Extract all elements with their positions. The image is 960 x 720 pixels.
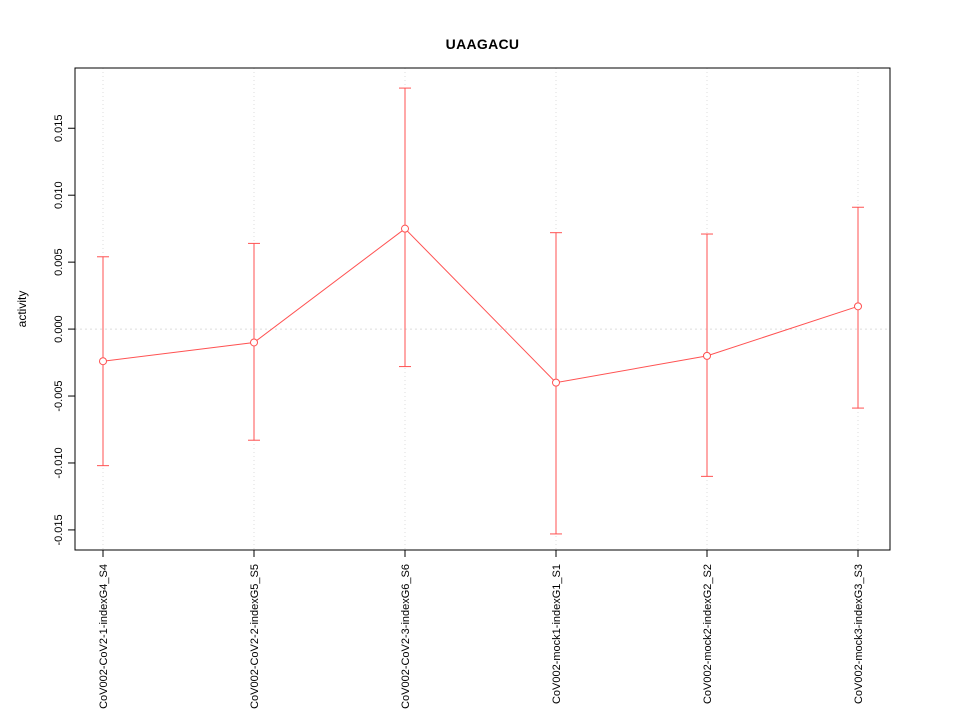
y-tick-label: -0.015: [53, 514, 65, 545]
y-tick-label: -0.005: [53, 380, 65, 411]
plot-box: [74, 67, 891, 551]
data-point: [854, 302, 862, 311]
x-tick-label: CoV002-CoV2-1-indexG4_S4: [98, 564, 110, 709]
chart-title: UAAGACU: [445, 36, 520, 52]
data-point: [401, 224, 409, 233]
x-tick-label: CoV002-CoV2-2-indexG5_S5: [249, 564, 261, 709]
data-point: [99, 357, 107, 366]
data-point: [703, 351, 711, 360]
series-line: [102, 228, 859, 384]
x-tick-label: CoV002-CoV2-3-indexG6_S6: [400, 564, 412, 709]
y-tick-label: 0.005: [53, 248, 65, 276]
data-point: [250, 338, 258, 347]
y-tick-label: 0.000: [53, 315, 65, 343]
x-tick-label: CoV002-mock1-indexG1_S1: [551, 564, 563, 704]
x-tick-label: CoV002-mock3-indexG3_S3: [853, 564, 865, 704]
data-point: [552, 378, 560, 387]
y-tick-label: 0.015: [53, 114, 65, 142]
x-tick-label: CoV002-mock2-indexG2_S2: [702, 564, 714, 704]
y-tick-label: -0.010: [53, 447, 65, 478]
y-tick-label: 0.010: [53, 181, 65, 209]
